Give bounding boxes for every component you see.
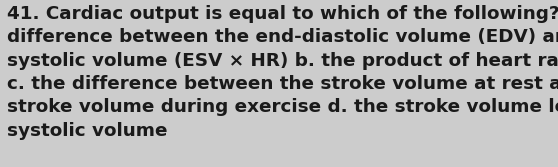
Text: 41. Cardiac output is equal to which of the following? a. the
difference between: 41. Cardiac output is equal to which of … — [7, 5, 558, 140]
